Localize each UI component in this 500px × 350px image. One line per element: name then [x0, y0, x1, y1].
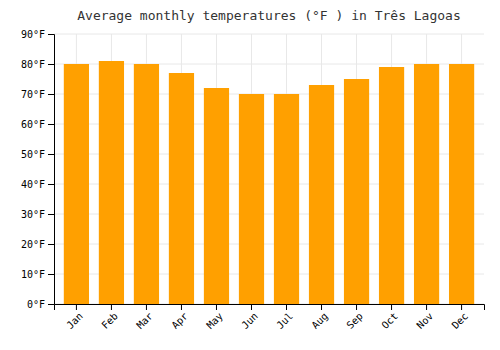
- x-tick: Nov: [415, 304, 436, 331]
- bar: [204, 88, 229, 304]
- y-tick-mark: [48, 214, 54, 215]
- chart-container: 0°F 10°F 20°F 30°F 40°F 50°F 60°F 70°F 80°F 90°F J…: [0, 0, 500, 350]
- y-tick-label: 30°F: [21, 209, 45, 220]
- x-tick-mark: [356, 304, 357, 310]
- y-tick-mark: [48, 274, 54, 275]
- y-tick: 70°F: [21, 89, 54, 100]
- bar: [344, 79, 369, 304]
- x-tick-label: Jul: [274, 310, 295, 331]
- x-tick-mark: [111, 304, 112, 310]
- x-tick: Jun: [239, 304, 260, 331]
- x-tick: Sep: [344, 304, 365, 331]
- x-tick: Oct: [379, 304, 400, 331]
- bar: [414, 64, 439, 304]
- bars: [64, 61, 474, 304]
- y-tick-label: 20°F: [21, 239, 45, 250]
- y-axis-line: [48, 35, 55, 305]
- grid: [54, 34, 484, 304]
- x-tick: May: [204, 304, 225, 331]
- x-tick-label: Dec: [450, 310, 471, 331]
- x-tick-mark: [181, 304, 182, 310]
- x-tick: Aug: [309, 304, 330, 331]
- y-tick: 20°F: [21, 239, 54, 250]
- bar: [309, 85, 334, 304]
- y-tick: 50°F: [21, 149, 54, 160]
- x-tick-label: Nov: [415, 310, 436, 331]
- y-tick: 10°F: [21, 269, 54, 280]
- x-tick: Jul: [274, 304, 295, 331]
- bar: [99, 61, 124, 304]
- bar: [379, 67, 404, 304]
- bar: [274, 94, 299, 304]
- y-tick-mark: [48, 154, 54, 155]
- y-tick-label: 50°F: [21, 149, 45, 160]
- y-tick-mark: [48, 304, 54, 305]
- x-tick-label: Jan: [64, 310, 85, 331]
- x-tick-mark: [391, 304, 392, 310]
- y-tick-label: 90°F: [21, 29, 45, 40]
- y-tick-mark: [48, 184, 54, 185]
- y-tick-label: 10°F: [21, 269, 45, 280]
- x-tick: Jan: [64, 304, 85, 331]
- x-tick: Dec: [450, 304, 471, 331]
- x-tick-label: Jun: [239, 310, 260, 331]
- bar: [134, 64, 159, 304]
- x-tick-label: Apr: [169, 310, 190, 331]
- chart-title: Average monthly temperatures (°F ) in Tr…: [77, 8, 461, 23]
- y-tick-mark: [48, 34, 54, 35]
- y-tick: 40°F: [21, 179, 54, 190]
- bar: [449, 64, 474, 304]
- y-tick-label: 0°F: [27, 299, 45, 310]
- y-tick: 80°F: [21, 59, 54, 70]
- bar: [169, 73, 194, 304]
- y-tick-label: 70°F: [21, 89, 45, 100]
- x-tick-mark: [146, 304, 147, 310]
- y-tick: 0°F: [27, 299, 54, 310]
- x-tick-label: May: [204, 310, 225, 331]
- x-tick: Apr: [169, 304, 190, 331]
- x-tick-mark: [426, 304, 427, 310]
- x-tick: Mar: [134, 304, 155, 331]
- x-axis: Jan Feb Mar Apr May Jun Jul Aug Sep Oct Nov Dec: [55, 304, 485, 331]
- x-tick: Feb: [99, 304, 120, 331]
- x-tick-label: Mar: [134, 310, 155, 331]
- x-axis-line: [55, 305, 485, 311]
- y-tick-mark: [48, 64, 54, 65]
- y-tick-mark: [48, 94, 54, 95]
- x-tick-mark: [321, 304, 322, 310]
- y-tick-mark: [48, 124, 54, 125]
- x-tick-mark: [286, 304, 287, 310]
- y-tick-label: 40°F: [21, 179, 45, 190]
- x-tick-mark: [461, 304, 462, 310]
- x-tick-mark: [76, 304, 77, 310]
- x-tick-label: Sep: [344, 310, 365, 331]
- y-tick: 90°F: [21, 29, 54, 40]
- x-tick-label: Feb: [99, 310, 120, 331]
- x-tick-label: Oct: [379, 310, 400, 331]
- plot: 0°F 10°F 20°F 30°F 40°F 50°F 60°F 70°F 80°F 90°F J…: [21, 29, 485, 331]
- y-tick: 60°F: [21, 119, 54, 130]
- y-tick-label: 60°F: [21, 119, 45, 130]
- bar: [64, 64, 89, 304]
- x-tick-mark: [251, 304, 252, 310]
- y-tick-mark: [48, 244, 54, 245]
- x-tick-mark: [216, 304, 217, 310]
- y-tick: 30°F: [21, 209, 54, 220]
- bar: [239, 94, 264, 304]
- chart-svg: 0°F 10°F 20°F 30°F 40°F 50°F 60°F 70°F 80°F 90°F J…: [0, 0, 500, 350]
- y-tick-label: 80°F: [21, 59, 45, 70]
- x-tick-label: Aug: [309, 310, 330, 331]
- y-grid-line: [54, 34, 484, 35]
- y-axis: 0°F 10°F 20°F 30°F 40°F 50°F 60°F 70°F 80°F 90°F: [21, 29, 55, 310]
